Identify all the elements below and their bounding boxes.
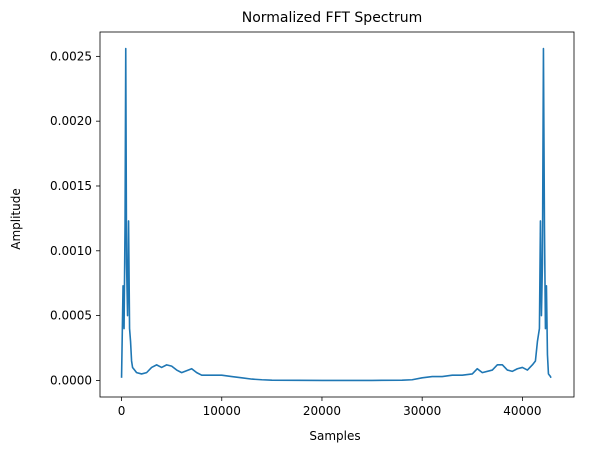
plot-frame bbox=[99, 31, 575, 398]
x-tick-label: 30000 bbox=[403, 404, 441, 418]
x-tick-label: 0 bbox=[118, 404, 126, 418]
y-tick-label: 0.0005 bbox=[50, 309, 92, 323]
x-tick-label: 40000 bbox=[503, 404, 541, 418]
chart-title: Normalized FFT Spectrum bbox=[242, 10, 423, 26]
x-tick-label: 20000 bbox=[303, 404, 341, 418]
plot-area bbox=[99, 31, 575, 398]
y-tick-label: 0.0010 bbox=[50, 244, 92, 258]
y-axis-label: Amplitude bbox=[9, 188, 23, 250]
y-tick-label: 0.0020 bbox=[50, 114, 92, 128]
y-tick-label: 0.0015 bbox=[50, 179, 92, 193]
series-line-0 bbox=[120, 47, 552, 382]
y-axis: 0.0000 0.0005 0.0010 0.0015 0.0020 0.0025 bbox=[50, 49, 100, 387]
x-axis: 0 10000 20000 30000 40000 bbox=[118, 397, 541, 418]
y-tick-label: 0.0000 bbox=[50, 373, 92, 387]
x-axis-label: Samples bbox=[309, 429, 360, 443]
x-tick-label: 10000 bbox=[203, 404, 241, 418]
y-tick-label: 0.0025 bbox=[50, 49, 92, 63]
